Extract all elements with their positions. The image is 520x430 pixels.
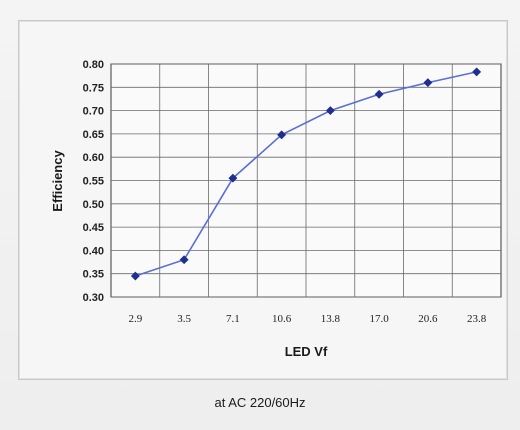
x-tick-label: 10.6 bbox=[272, 313, 292, 325]
y-axis-title: Efficiency bbox=[50, 150, 65, 212]
data-point bbox=[130, 271, 140, 281]
y-tick-label: 0.80 bbox=[83, 59, 104, 71]
data-point bbox=[374, 89, 384, 99]
x-tick-label: 7.1 bbox=[226, 313, 240, 325]
series-line bbox=[135, 71, 477, 277]
data-point bbox=[423, 78, 433, 88]
x-tick-label: 3.5 bbox=[177, 313, 191, 325]
data-point bbox=[179, 255, 189, 265]
y-tick-label: 0.30 bbox=[83, 292, 104, 304]
series-group bbox=[130, 67, 482, 281]
data-point bbox=[228, 173, 238, 183]
x-tick-label: 23.8 bbox=[467, 313, 487, 325]
x-tick-label: 20.6 bbox=[418, 313, 438, 325]
y-tick-label: 0.40 bbox=[83, 245, 104, 257]
data-point bbox=[277, 130, 287, 140]
y-tick-label: 0.70 bbox=[83, 106, 104, 118]
x-axis-title: LED Vf bbox=[285, 344, 328, 359]
y-tick-label: 0.35 bbox=[83, 269, 104, 281]
data-point bbox=[472, 67, 482, 77]
y-tick-label: 0.50 bbox=[83, 199, 104, 211]
y-tick-label: 0.60 bbox=[83, 152, 104, 164]
data-point bbox=[325, 106, 335, 116]
grid bbox=[111, 63, 501, 298]
x-tick-label: 13.8 bbox=[321, 313, 341, 325]
x-tick-label: 2.9 bbox=[129, 313, 143, 325]
y-tick-label: 0.65 bbox=[83, 129, 104, 141]
y-tick-label: 0.75 bbox=[83, 82, 104, 94]
x-tick-labels: 2.9 3.5 7.1 10.6 13.8 17.0 20.6 23.8 bbox=[129, 313, 487, 325]
y-tick-labels: 0.30 0.35 0.40 0.45 0.50 0.55 0.60 0.65 0.70 0.75… bbox=[83, 59, 104, 304]
y-tick-label: 0.45 bbox=[83, 222, 104, 234]
y-tick-label: 0.55 bbox=[83, 176, 104, 188]
x-tick-label: 17.0 bbox=[370, 313, 390, 325]
chart-caption: at AC 220/60Hz bbox=[214, 395, 306, 410]
